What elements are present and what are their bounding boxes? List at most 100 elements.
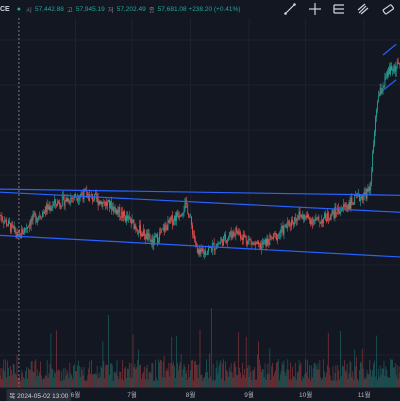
candle-body xyxy=(119,207,120,217)
volume-bar xyxy=(79,366,80,388)
volume-bar xyxy=(138,350,139,388)
candle-body xyxy=(155,236,156,237)
candle-body xyxy=(237,231,238,233)
candle-body xyxy=(343,204,344,207)
volume-bar xyxy=(115,373,116,388)
candle-body xyxy=(387,71,388,75)
trendline-tool-icon[interactable] xyxy=(283,2,297,16)
trendline-channel-middle xyxy=(0,192,400,212)
candle-body xyxy=(308,215,309,218)
candle-body xyxy=(53,203,54,206)
candle-body xyxy=(335,207,336,213)
volume-bar xyxy=(239,368,240,388)
volume-bar xyxy=(5,359,6,388)
candle-body xyxy=(228,237,229,239)
volume-bar xyxy=(368,374,369,388)
candle-body xyxy=(13,226,14,228)
candle-body xyxy=(98,197,99,205)
volume-bar xyxy=(383,369,384,388)
volume-bar xyxy=(10,366,11,388)
volume-bar xyxy=(311,365,312,388)
channel-tool-icon[interactable] xyxy=(356,2,370,16)
volume-bar xyxy=(67,370,68,388)
volume-bar xyxy=(188,364,189,388)
candle-body xyxy=(41,217,42,218)
candle-body xyxy=(113,206,114,211)
candle-body xyxy=(90,195,91,196)
candle-body xyxy=(296,220,297,221)
volume-bar xyxy=(206,359,207,388)
volume-bar xyxy=(283,365,284,388)
candle-body xyxy=(251,241,252,244)
volume-bar xyxy=(58,369,59,388)
low-label: 저 xyxy=(108,4,114,14)
volume-bar xyxy=(284,360,285,388)
volume-bar xyxy=(174,366,175,388)
volume-bar xyxy=(395,363,396,388)
candle-body xyxy=(285,225,286,226)
volume-bar xyxy=(268,373,269,388)
candle-body xyxy=(168,220,169,222)
candle-body xyxy=(366,193,367,199)
candle-body xyxy=(394,66,395,71)
time-tick: 8월 xyxy=(186,389,196,399)
volume-bar xyxy=(122,360,123,388)
volume-bar xyxy=(125,367,126,388)
volume-bar xyxy=(282,362,283,388)
volume-bar xyxy=(171,337,172,388)
volume-bar xyxy=(393,368,394,388)
candle-body xyxy=(277,237,278,241)
candle-body xyxy=(16,232,17,235)
candle-body xyxy=(372,152,373,172)
volume-bar xyxy=(349,373,350,388)
eraser-tool-icon[interactable] xyxy=(381,2,395,16)
symbol-name[interactable]: CE xyxy=(0,6,10,13)
candle-body xyxy=(273,233,274,239)
candle-body xyxy=(382,91,383,93)
volume-bar xyxy=(319,360,320,388)
volume-bar xyxy=(106,364,107,388)
crosshair-tool-icon[interactable] xyxy=(308,2,322,16)
volume-bar xyxy=(15,373,16,388)
candle-body xyxy=(251,240,252,241)
candle-body xyxy=(294,217,295,224)
pitchfork-tool-icon[interactable] xyxy=(332,2,346,16)
volume-bar xyxy=(185,374,186,388)
time-tick: 10월 xyxy=(299,389,312,399)
candle-body xyxy=(31,219,32,226)
volume-bar xyxy=(276,362,277,388)
candle-body xyxy=(198,249,199,254)
candle-body xyxy=(124,211,125,216)
candle-body xyxy=(184,211,185,214)
volume-bar xyxy=(275,370,276,388)
candle-body xyxy=(69,203,70,204)
candle-body xyxy=(320,223,321,224)
volume-bar xyxy=(124,368,125,388)
volume-bar xyxy=(316,365,317,388)
candle-body xyxy=(56,204,57,206)
volume-bar xyxy=(135,364,136,388)
candle-body xyxy=(169,218,170,223)
candle-body xyxy=(4,221,5,223)
volume-bar xyxy=(168,363,169,388)
candle-body xyxy=(305,216,306,217)
candle-body xyxy=(137,230,138,233)
volume-bar xyxy=(166,371,167,388)
volume-bar xyxy=(108,315,109,388)
volume-bar xyxy=(235,367,236,388)
volume-bar xyxy=(354,350,355,388)
volume-bar xyxy=(25,371,26,388)
candle-body xyxy=(82,194,83,195)
open-label: 시 xyxy=(26,4,32,14)
candle-body xyxy=(47,205,48,213)
volume-bar xyxy=(149,373,150,388)
candle-body xyxy=(245,236,246,237)
candle-body xyxy=(167,226,168,230)
candle-body xyxy=(222,239,223,246)
volume-bar xyxy=(355,366,356,388)
time-axis[interactable]: 목 2024-05-02 13:00 6월 7월 8월 9월 10월 11월 xyxy=(0,387,400,400)
volume-bar xyxy=(176,336,177,388)
time-tick: 9월 xyxy=(244,389,254,399)
